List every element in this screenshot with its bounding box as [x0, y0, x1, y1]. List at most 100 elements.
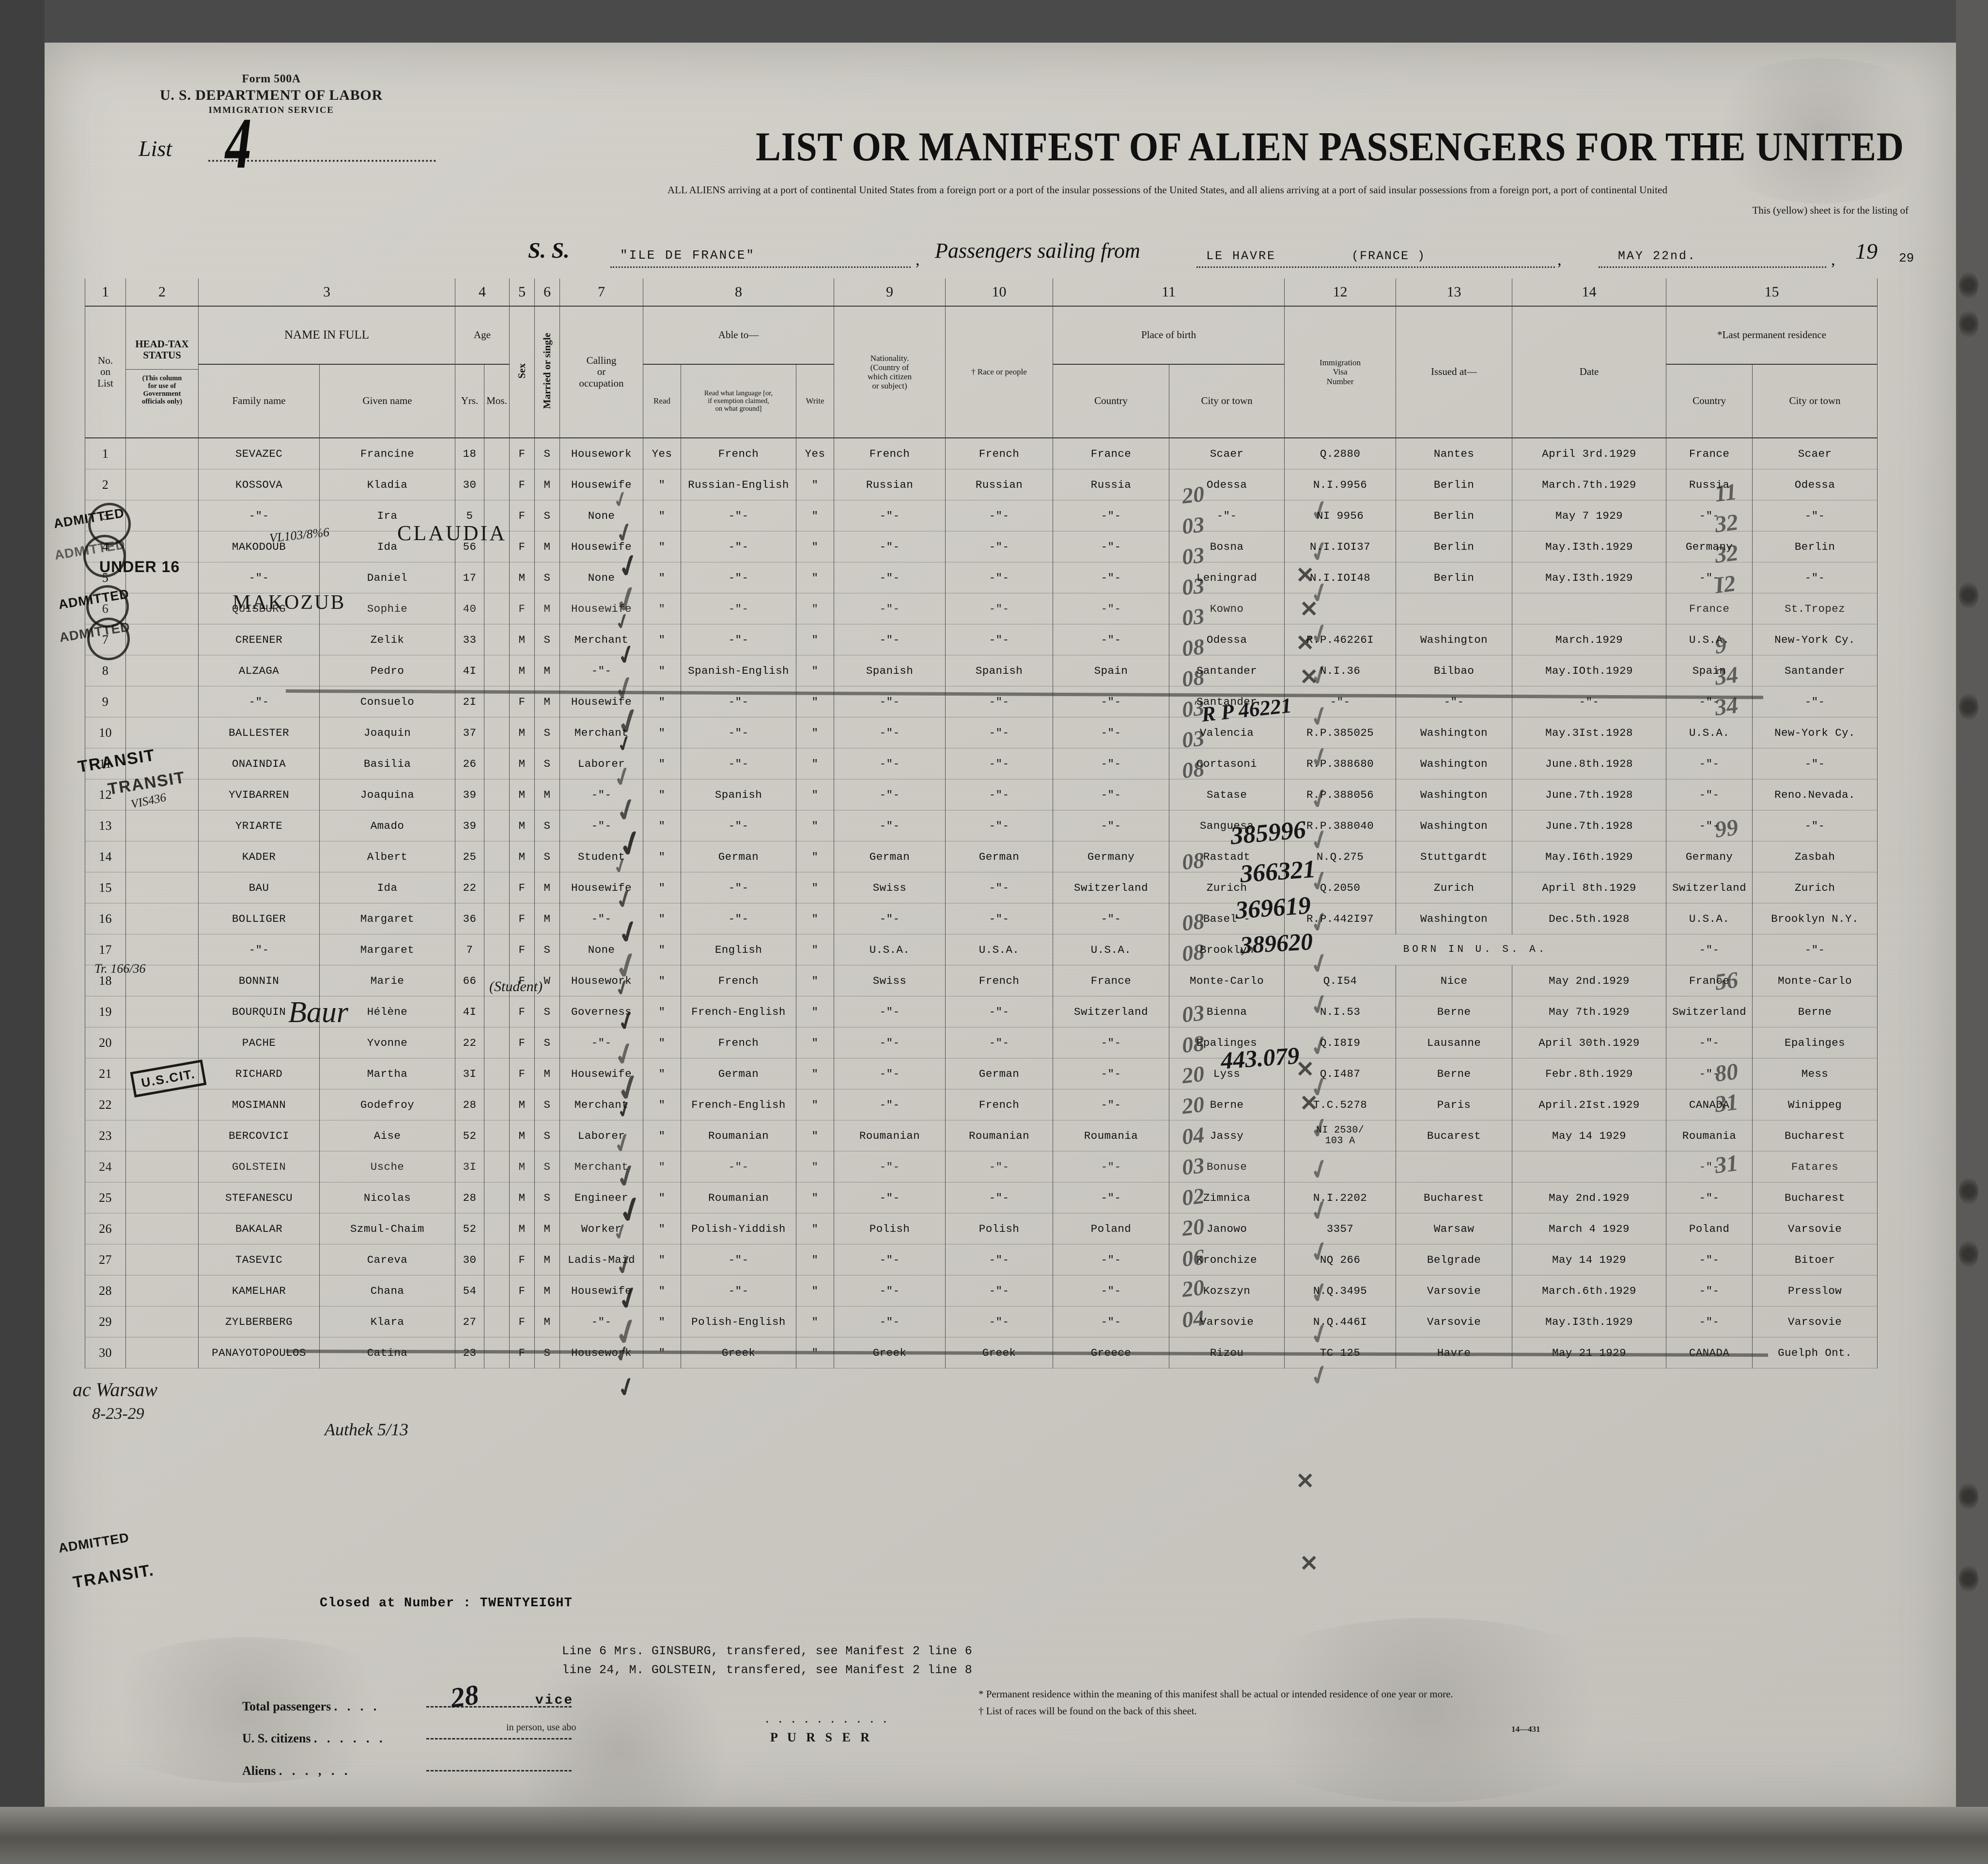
- cell-birth-city: Odessa: [1169, 624, 1285, 655]
- cell-birth-city: Leningrad: [1169, 562, 1285, 593]
- cell-family-name: -"-: [198, 562, 320, 593]
- cell-date: April 8th.1929: [1512, 872, 1667, 903]
- table-row[interactable]: 13 YRIARTE Amado 39 M S -"- " -"- " -"- -"- -"- Sangu…: [85, 810, 1878, 841]
- header-age-group: Age: [455, 306, 510, 365]
- annotation-366321: 366321: [1239, 855, 1317, 888]
- colnum-6: 6: [534, 279, 560, 306]
- cell-read: ": [643, 717, 681, 748]
- cell-nationality: -"-: [834, 593, 946, 624]
- cell-calling: -"-: [559, 903, 643, 934]
- cell-read: ": [643, 1182, 681, 1213]
- table-row[interactable]: 2 KOSSOVA Kladia 30 F M Housewife " Russian-Engl…: [85, 469, 1878, 500]
- pencil-numeral: 03: [1180, 603, 1206, 631]
- cell-read: ": [643, 500, 681, 531]
- aliens-row: Aliens . . . , . .: [242, 1755, 386, 1787]
- cell-birth-country: Poland: [1053, 1213, 1170, 1244]
- cell-read: ": [643, 1027, 681, 1058]
- header-birth-city: City or town: [1169, 364, 1285, 438]
- table-row[interactable]: 29 ZYLBERBERG Klara 27 F M -"- " Polish-English "…: [85, 1306, 1878, 1337]
- table-row[interactable]: 28 KAMELHAR Chana 54 F M Housewife " -"- " -"- -"- -…: [85, 1275, 1878, 1306]
- cell-calling: -"-: [559, 779, 643, 810]
- table-row[interactable]: 18 BONNIN Marie 66 F W Housework " French " Swiss F…: [85, 965, 1878, 996]
- cell-write: ": [795, 1058, 835, 1089]
- table-row[interactable]: 14 KADER Albert 25 M S Student " German " German Ge…: [85, 841, 1878, 872]
- cell-residence-city: Reno.Nevada.: [1752, 779, 1878, 810]
- cell-sex: M: [509, 1182, 535, 1213]
- cell-married-single: W: [534, 965, 560, 996]
- cell-married-single: M: [534, 655, 560, 686]
- table-row[interactable]: 25 STEFANESCU Nicolas 28 M S Engineer " Roumania…: [85, 1182, 1878, 1213]
- table-row[interactable]: 3 -"- Ira 5 F S None " -"- " -"- -"- -"- -"- NI 9956 Be…: [85, 500, 1878, 531]
- aliens-label: Aliens: [242, 1763, 276, 1778]
- cell-no: 24: [85, 1151, 126, 1182]
- table-row[interactable]: 11 ONAINDIA Basilia 26 M S Laborer " -"- " -"- -"- -…: [85, 748, 1878, 779]
- cell-residence-country: -"-: [1666, 500, 1753, 531]
- cell-birth-country: -"-: [1053, 748, 1170, 779]
- cell-no: 18: [85, 965, 126, 996]
- table-row[interactable]: 8 ALZAGA Pedro 4I M M -"- " Spanish-English " Span…: [85, 655, 1878, 686]
- cell-date: March.1929: [1512, 624, 1667, 655]
- table-row[interactable]: 10 BALLESTER Joaquin 37 M S Merchant " -"- " -"- -"…: [85, 717, 1878, 748]
- cell-residence-country: -"-: [1666, 1275, 1753, 1306]
- cell-age-months: [484, 1244, 510, 1275]
- cell-age-years: 37: [455, 717, 484, 748]
- cell-write: Yes: [795, 438, 835, 469]
- cell-calling: Engineer: [559, 1182, 643, 1213]
- table-row[interactable]: 7 CREENER Zelik 33 M S Merchant " -"- " -"- -"- -"- O…: [85, 624, 1878, 655]
- cell-issued-at: Nantes: [1396, 438, 1513, 469]
- pencil-x-mark: ✕: [1300, 1090, 1319, 1116]
- table-row[interactable]: 4 MAKODOUB Ida 56 F M Housewife " -"- " -"- -"- -"- B…: [85, 531, 1878, 562]
- table-row[interactable]: 9 -"- Consuelo 2I F M Housewife " -"- " -"- -"- -"- S…: [85, 686, 1878, 717]
- header-age-years: Yrs.: [455, 364, 484, 438]
- cell-residence-city: Bucharest: [1752, 1120, 1878, 1151]
- table-row[interactable]: 21 RICHARD Martha 3I F M Housewife " German " -"- G…: [85, 1058, 1878, 1089]
- cell-age-months: [484, 934, 510, 965]
- table-row[interactable]: 16 BOLLIGER Margaret 36 F M -"- " -"- " -"- -"- -"- B…: [85, 903, 1878, 934]
- cell-birth-city: Cortasoni: [1169, 748, 1285, 779]
- table-row[interactable]: 12 YVIBARREN Joaquina 39 M M -"- " Spanish " -"- -"…: [85, 779, 1878, 810]
- header-read-what-language: Read what language [or, if exemption clai…: [681, 364, 796, 438]
- table-row[interactable]: 19 BOURQUIN Hélène 4I F S Governess " French-Eng…: [85, 996, 1878, 1027]
- cell-write: ": [795, 562, 835, 593]
- cell-nationality: -"-: [834, 1058, 946, 1089]
- port-value: LE HAVRE: [1206, 249, 1276, 263]
- cell-age-years: 22: [455, 1027, 484, 1058]
- cell-residence-city: Mess: [1752, 1058, 1878, 1089]
- table-row[interactable]: 26 BAKALAR Szmul-Chaim 52 M M Worker " Polish-Yi…: [85, 1213, 1878, 1244]
- pencil-x-mark: ✕: [1300, 664, 1319, 689]
- cell-language: Spanish-English: [681, 655, 796, 686]
- cell-race: U.S.A.: [945, 934, 1054, 965]
- cell-sex: F: [509, 872, 535, 903]
- cell-write: ": [795, 934, 835, 965]
- cell-calling: None: [559, 934, 643, 965]
- header-last-permanent-residence: *Last permanent residence: [1666, 306, 1878, 365]
- cell-residence-city: -"-: [1752, 562, 1878, 593]
- annotation-389620: 389620: [1239, 928, 1314, 959]
- cell-language: French: [681, 1027, 796, 1058]
- table-row[interactable]: 6 QUISBURG Sophie 40 F M Housewife " -"- " -"- -"- -…: [85, 593, 1878, 624]
- ship-name-rule: [610, 266, 911, 268]
- pencil-numeral-residence: 34: [1713, 692, 1740, 721]
- cell-visa-number: NI 2530/103 A: [1284, 1120, 1397, 1151]
- table-row[interactable]: 27 TASEVIC Careva 30 F M Ladis-Maid " -"- " -"- -"-…: [85, 1244, 1878, 1275]
- person-use-note: in person, use abo: [506, 1722, 576, 1733]
- table-row[interactable]: 17 -"- Margaret 7 F S None " English " U.S.A. U.S.A…: [85, 934, 1878, 965]
- table-row[interactable]: 1 SEVAZEC Francine 18 F S Housework Yes French Ye…: [85, 438, 1878, 469]
- table-row[interactable]: 15 BAU Ida 22 F M Housewife " -"- " Swiss -"- Switze…: [85, 872, 1878, 903]
- table-row[interactable]: 24 GOLSTEIN Usche 3I M S Merchant " -"- " -"- -"- -"…: [85, 1151, 1878, 1182]
- table-row[interactable]: 5 -"- Daniel 17 M S None " -"- " -"- -"- -"- Leningra…: [85, 562, 1878, 593]
- cell-married-single: M: [534, 872, 560, 903]
- colnum-1: 1: [85, 279, 126, 306]
- cell-race: -"-: [945, 562, 1054, 593]
- form-header: Form 500A U. S. DEPARTMENT OF LABOR IMMI…: [136, 72, 407, 116]
- cell-calling: Merchant: [559, 624, 643, 655]
- table-row[interactable]: 30PANAYOTOPOULOSCatina23FSHousework"Gree…: [85, 1337, 1878, 1368]
- table-row[interactable]: 20 PACHE Yvonne 22 F S -"- " French " -"- -"- -"- Epa…: [85, 1027, 1878, 1058]
- table-row[interactable]: 23 BERCOVICI Aise 52 M S Laborer " Roumanian " Rou…: [85, 1120, 1878, 1151]
- cell-issued-at: Washington: [1396, 717, 1513, 748]
- cell-write: ": [795, 624, 835, 655]
- cell-age-months: [484, 1213, 510, 1244]
- cell-language: -"-: [681, 593, 796, 624]
- table-row[interactable]: 22 MOSIMANN Godefroy 28 M S Merchant " French-En…: [85, 1089, 1878, 1120]
- cell-birth-country: -"-: [1053, 1058, 1170, 1089]
